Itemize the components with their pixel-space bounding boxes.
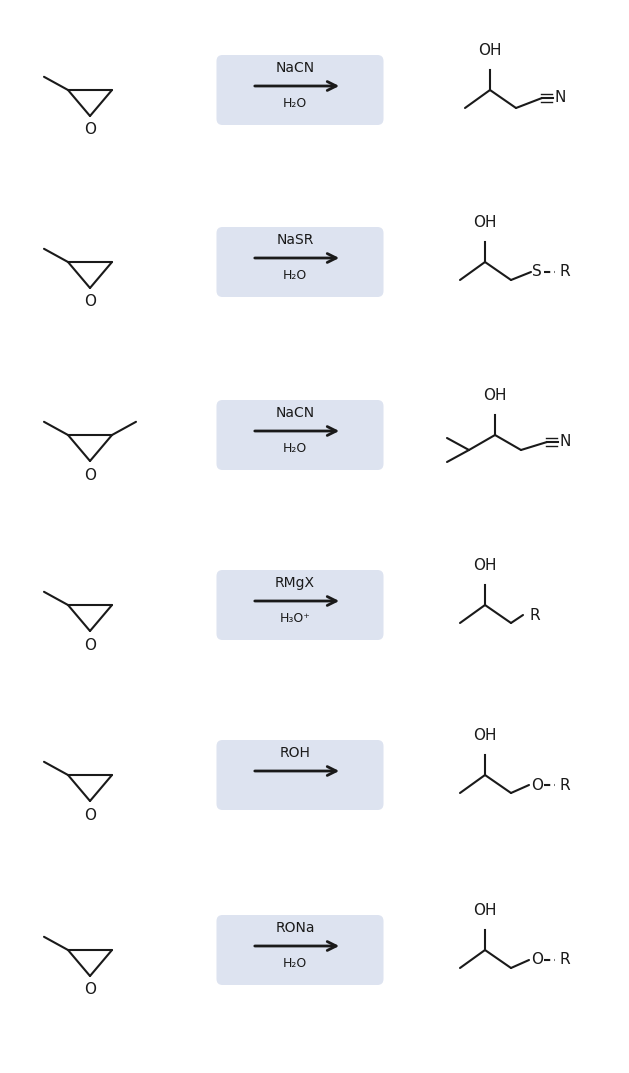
- Text: OH: OH: [473, 558, 497, 573]
- Text: N: N: [554, 90, 565, 105]
- Text: R: R: [560, 778, 571, 793]
- Text: O: O: [84, 294, 96, 309]
- Text: OH: OH: [478, 43, 502, 58]
- FancyBboxPatch shape: [216, 400, 384, 470]
- Text: H₂O: H₂O: [283, 269, 307, 282]
- Text: O: O: [531, 778, 543, 793]
- Text: O: O: [84, 637, 96, 652]
- Text: OH: OH: [473, 903, 497, 918]
- Text: O: O: [84, 122, 96, 137]
- Text: N: N: [559, 435, 571, 450]
- Text: OH: OH: [473, 215, 497, 230]
- Text: R: R: [560, 265, 571, 279]
- Text: OH: OH: [483, 388, 507, 403]
- Text: R: R: [530, 607, 540, 622]
- Text: H₂O: H₂O: [283, 97, 307, 111]
- Text: ROH: ROH: [279, 746, 311, 760]
- Text: RONa: RONa: [276, 921, 314, 935]
- Text: RMgX: RMgX: [275, 576, 315, 590]
- Text: S: S: [532, 265, 542, 279]
- Text: O: O: [84, 983, 96, 998]
- Text: O: O: [84, 468, 96, 483]
- FancyBboxPatch shape: [216, 55, 384, 124]
- Text: H₂O: H₂O: [283, 957, 307, 970]
- Text: OH: OH: [473, 727, 497, 743]
- FancyBboxPatch shape: [216, 915, 384, 985]
- Text: NaCN: NaCN: [276, 406, 314, 420]
- FancyBboxPatch shape: [216, 227, 384, 297]
- Text: NaCN: NaCN: [276, 61, 314, 75]
- Text: H₃O⁺: H₃O⁺: [279, 612, 311, 624]
- Text: R: R: [560, 953, 571, 968]
- FancyBboxPatch shape: [216, 570, 384, 640]
- Text: H₂O: H₂O: [283, 442, 307, 455]
- Text: O: O: [531, 953, 543, 968]
- Text: O: O: [84, 808, 96, 823]
- FancyBboxPatch shape: [216, 740, 384, 810]
- Text: NaSR: NaSR: [276, 233, 314, 247]
